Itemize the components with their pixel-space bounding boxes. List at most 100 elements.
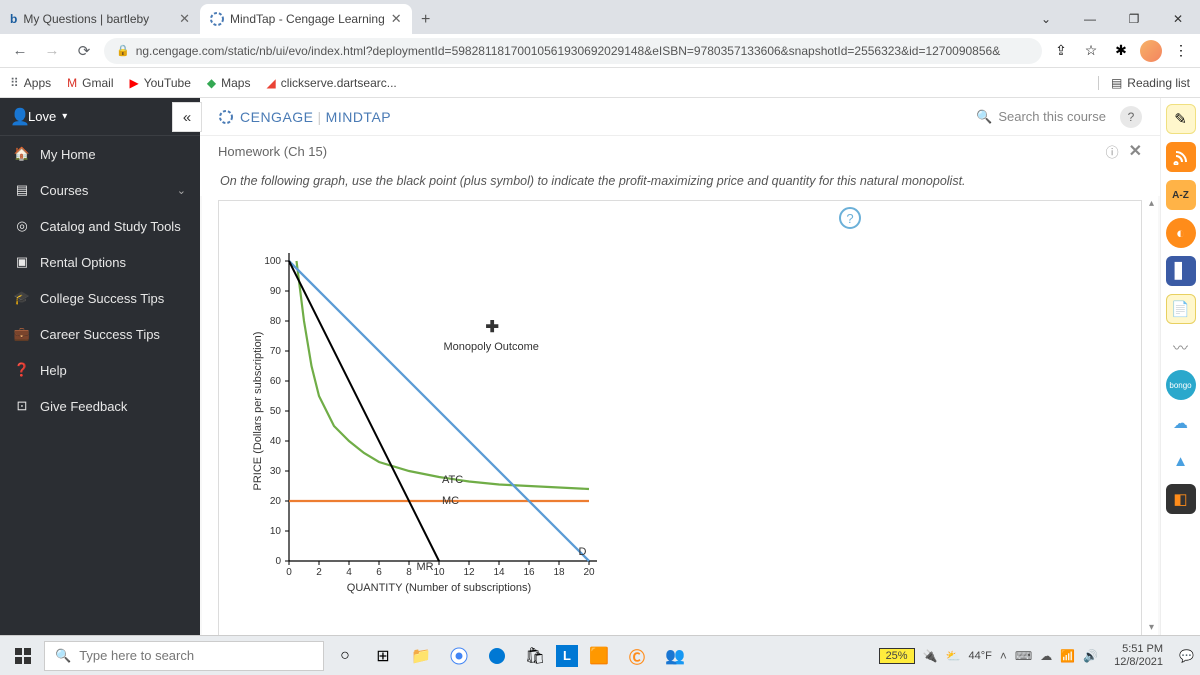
sidebar-item-catalog[interactable]: ◎Catalog and Study Tools (0, 208, 200, 244)
address-bar[interactable]: 🔒 ng.cengage.com/static/nb/ui/evo/index.… (104, 38, 1042, 64)
search-course[interactable]: 🔍 Search this course (976, 109, 1106, 125)
teams-icon[interactable]: 👥 (658, 639, 692, 673)
chevron-down-icon[interactable]: ⌄ (1024, 4, 1068, 34)
window-controls: ⌄ — ❐ ✕ (1024, 4, 1200, 34)
svg-text:50: 50 (270, 406, 282, 417)
app-icon-l[interactable]: L (556, 645, 578, 667)
monopoly-plus-marker[interactable]: ✚ (486, 317, 499, 337)
svg-text:4: 4 (346, 567, 352, 578)
apps-shortcut[interactable]: ⠿Apps (10, 76, 51, 90)
star-icon[interactable]: ☆ (1080, 40, 1102, 62)
clock[interactable]: 5:51 PM 12/8/2021 (1106, 643, 1171, 668)
app-icon-orange[interactable]: 🟧 (582, 639, 616, 673)
svg-text:16: 16 (523, 567, 535, 578)
close-icon[interactable]: ✕ (179, 11, 190, 27)
start-button[interactable] (6, 639, 40, 673)
forward-button[interactable]: → (40, 39, 64, 63)
explorer-icon[interactable]: 📁 (404, 639, 438, 673)
sidebar: 👤 Love ▾ « 🏠My Home ▤Courses⌄ ◎Catalog a… (0, 98, 200, 635)
cortana-icon[interactable]: ○ (328, 639, 362, 673)
glossary-icon[interactable]: A-Z (1166, 180, 1196, 210)
tab-mindtap[interactable]: MindTap - Cengage Learning ✕ (200, 4, 412, 34)
keyboard-icon[interactable]: ⌨ (1015, 649, 1032, 663)
url-text: ng.cengage.com/static/nb/ui/evo/index.ht… (136, 44, 1001, 58)
orange-tool-icon[interactable]: ◐ (1166, 218, 1196, 248)
svg-text:ATC: ATC (442, 474, 463, 486)
store-icon[interactable]: 🛍 (518, 639, 552, 673)
reload-button[interactable]: ⟳ (72, 39, 96, 63)
cloud-icon[interactable]: ☁ (1166, 408, 1196, 438)
rss-icon[interactable] (1166, 142, 1196, 172)
graph-scroll-area[interactable]: ▴ ? 024681012141618200102030405060708090… (202, 196, 1158, 635)
collapse-sidebar-button[interactable]: « (172, 102, 202, 132)
onedrive-icon[interactable]: ☁ (1040, 649, 1052, 663)
sidebar-item-home[interactable]: 🏠My Home (0, 136, 200, 172)
main-area: CENGAGE | MINDTAP 🔍 Search this course ?… (200, 98, 1200, 635)
notes-icon[interactable]: 📄 (1166, 294, 1196, 324)
scribble-icon[interactable]: 〰 (1166, 332, 1196, 362)
tab-bartleby[interactable]: b My Questions | bartleby ✕ (0, 4, 200, 34)
menu-icon[interactable]: ⋮ (1170, 40, 1192, 62)
scroll-up-icon[interactable]: ▴ (1149, 198, 1154, 209)
volume-icon[interactable]: 🔊 (1083, 649, 1098, 663)
graph-panel[interactable]: ? 02468101214161820010203040506070809010… (218, 200, 1142, 635)
bartleby-icon: b (10, 12, 17, 26)
svg-text:20: 20 (270, 496, 282, 507)
scroll-down-icon[interactable]: ▾ (1149, 622, 1154, 633)
chevron-down-icon: ⌄ (177, 184, 186, 197)
book-tool-icon[interactable]: ▋ (1166, 256, 1196, 286)
app-icon-c[interactable]: Ⓒ (620, 639, 654, 673)
info-icon[interactable]: ⓘ (1106, 142, 1119, 161)
sidebar-user-row[interactable]: 👤 Love ▾ « (0, 98, 200, 136)
new-tab-button[interactable]: + (412, 6, 440, 34)
briefcase-icon: 💼 (14, 326, 30, 342)
bongo-icon[interactable]: bongo (1166, 370, 1196, 400)
browser-tabstrip: b My Questions | bartleby ✕ MindTap - Ce… (0, 0, 1200, 34)
sidebar-item-help[interactable]: ❓Help (0, 352, 200, 388)
drive-icon[interactable]: ▲ (1166, 446, 1196, 476)
tab-title: MindTap - Cengage Learning (230, 12, 385, 26)
sidebar-item-feedback[interactable]: ⊡Give Feedback (0, 388, 200, 424)
chevron-up-icon[interactable]: ˄ (1000, 649, 1007, 663)
share-icon[interactable]: ⇪ (1050, 40, 1072, 62)
svg-text:6: 6 (376, 567, 382, 578)
close-assignment-button[interactable]: ✕ (1129, 141, 1142, 161)
sidebar-item-career-tips[interactable]: 💼Career Success Tips (0, 316, 200, 352)
help-button[interactable]: ? (1120, 106, 1142, 128)
highlighter-icon[interactable]: ✎ (1166, 104, 1196, 134)
chrome-icon[interactable] (442, 639, 476, 673)
youtube-shortcut[interactable]: ▶YouTube (130, 76, 191, 90)
profile-avatar[interactable] (1140, 40, 1162, 62)
taskbar: 🔍Type here to search ○ ⊞ 📁 🛍 L 🟧 Ⓒ 👥 25%… (0, 635, 1200, 675)
rental-icon: ▣ (14, 254, 30, 270)
battery-indicator[interactable]: 25% (879, 648, 915, 664)
sidebar-item-rental[interactable]: ▣Rental Options (0, 244, 200, 280)
taskbar-search[interactable]: 🔍Type here to search (44, 641, 324, 671)
maximize-button[interactable]: ❐ (1112, 4, 1156, 34)
maps-shortcut[interactable]: ◆Maps (207, 76, 251, 90)
edge-icon[interactable] (480, 639, 514, 673)
notifications-icon[interactable]: 💬 (1179, 649, 1194, 663)
close-icon[interactable]: ✕ (391, 11, 402, 27)
svg-text:PRICE (Dollars per subscriptio: PRICE (Dollars per subscription) (252, 332, 264, 491)
task-view-icon[interactable]: ⊞ (366, 639, 400, 673)
gmail-shortcut[interactable]: MGmail (67, 76, 113, 90)
graph-help-button[interactable]: ? (839, 207, 861, 229)
sidebar-item-college-tips[interactable]: 🎓College Success Tips (0, 280, 200, 316)
minimize-button[interactable]: — (1068, 4, 1112, 34)
svg-text:10: 10 (433, 567, 445, 578)
back-button[interactable]: ← (8, 39, 32, 63)
wifi-icon[interactable]: 📶 (1060, 649, 1075, 663)
clickserve-shortcut[interactable]: ◢clickserve.dartsearc... (266, 76, 396, 90)
help-icon: ❓ (14, 362, 30, 378)
svg-text:0: 0 (275, 556, 281, 567)
svg-text:90: 90 (270, 286, 282, 297)
dark-tool-icon[interactable]: ◧ (1166, 484, 1196, 514)
extension-icon[interactable]: ✱ (1110, 40, 1132, 62)
close-button[interactable]: ✕ (1156, 4, 1200, 34)
svg-text:MC: MC (442, 495, 459, 507)
weather-icon[interactable]: ⛅ (946, 649, 961, 663)
sidebar-item-courses[interactable]: ▤Courses⌄ (0, 172, 200, 208)
reading-list-button[interactable]: ▤Reading list (1098, 76, 1190, 90)
tab-title: My Questions | bartleby (23, 12, 149, 26)
